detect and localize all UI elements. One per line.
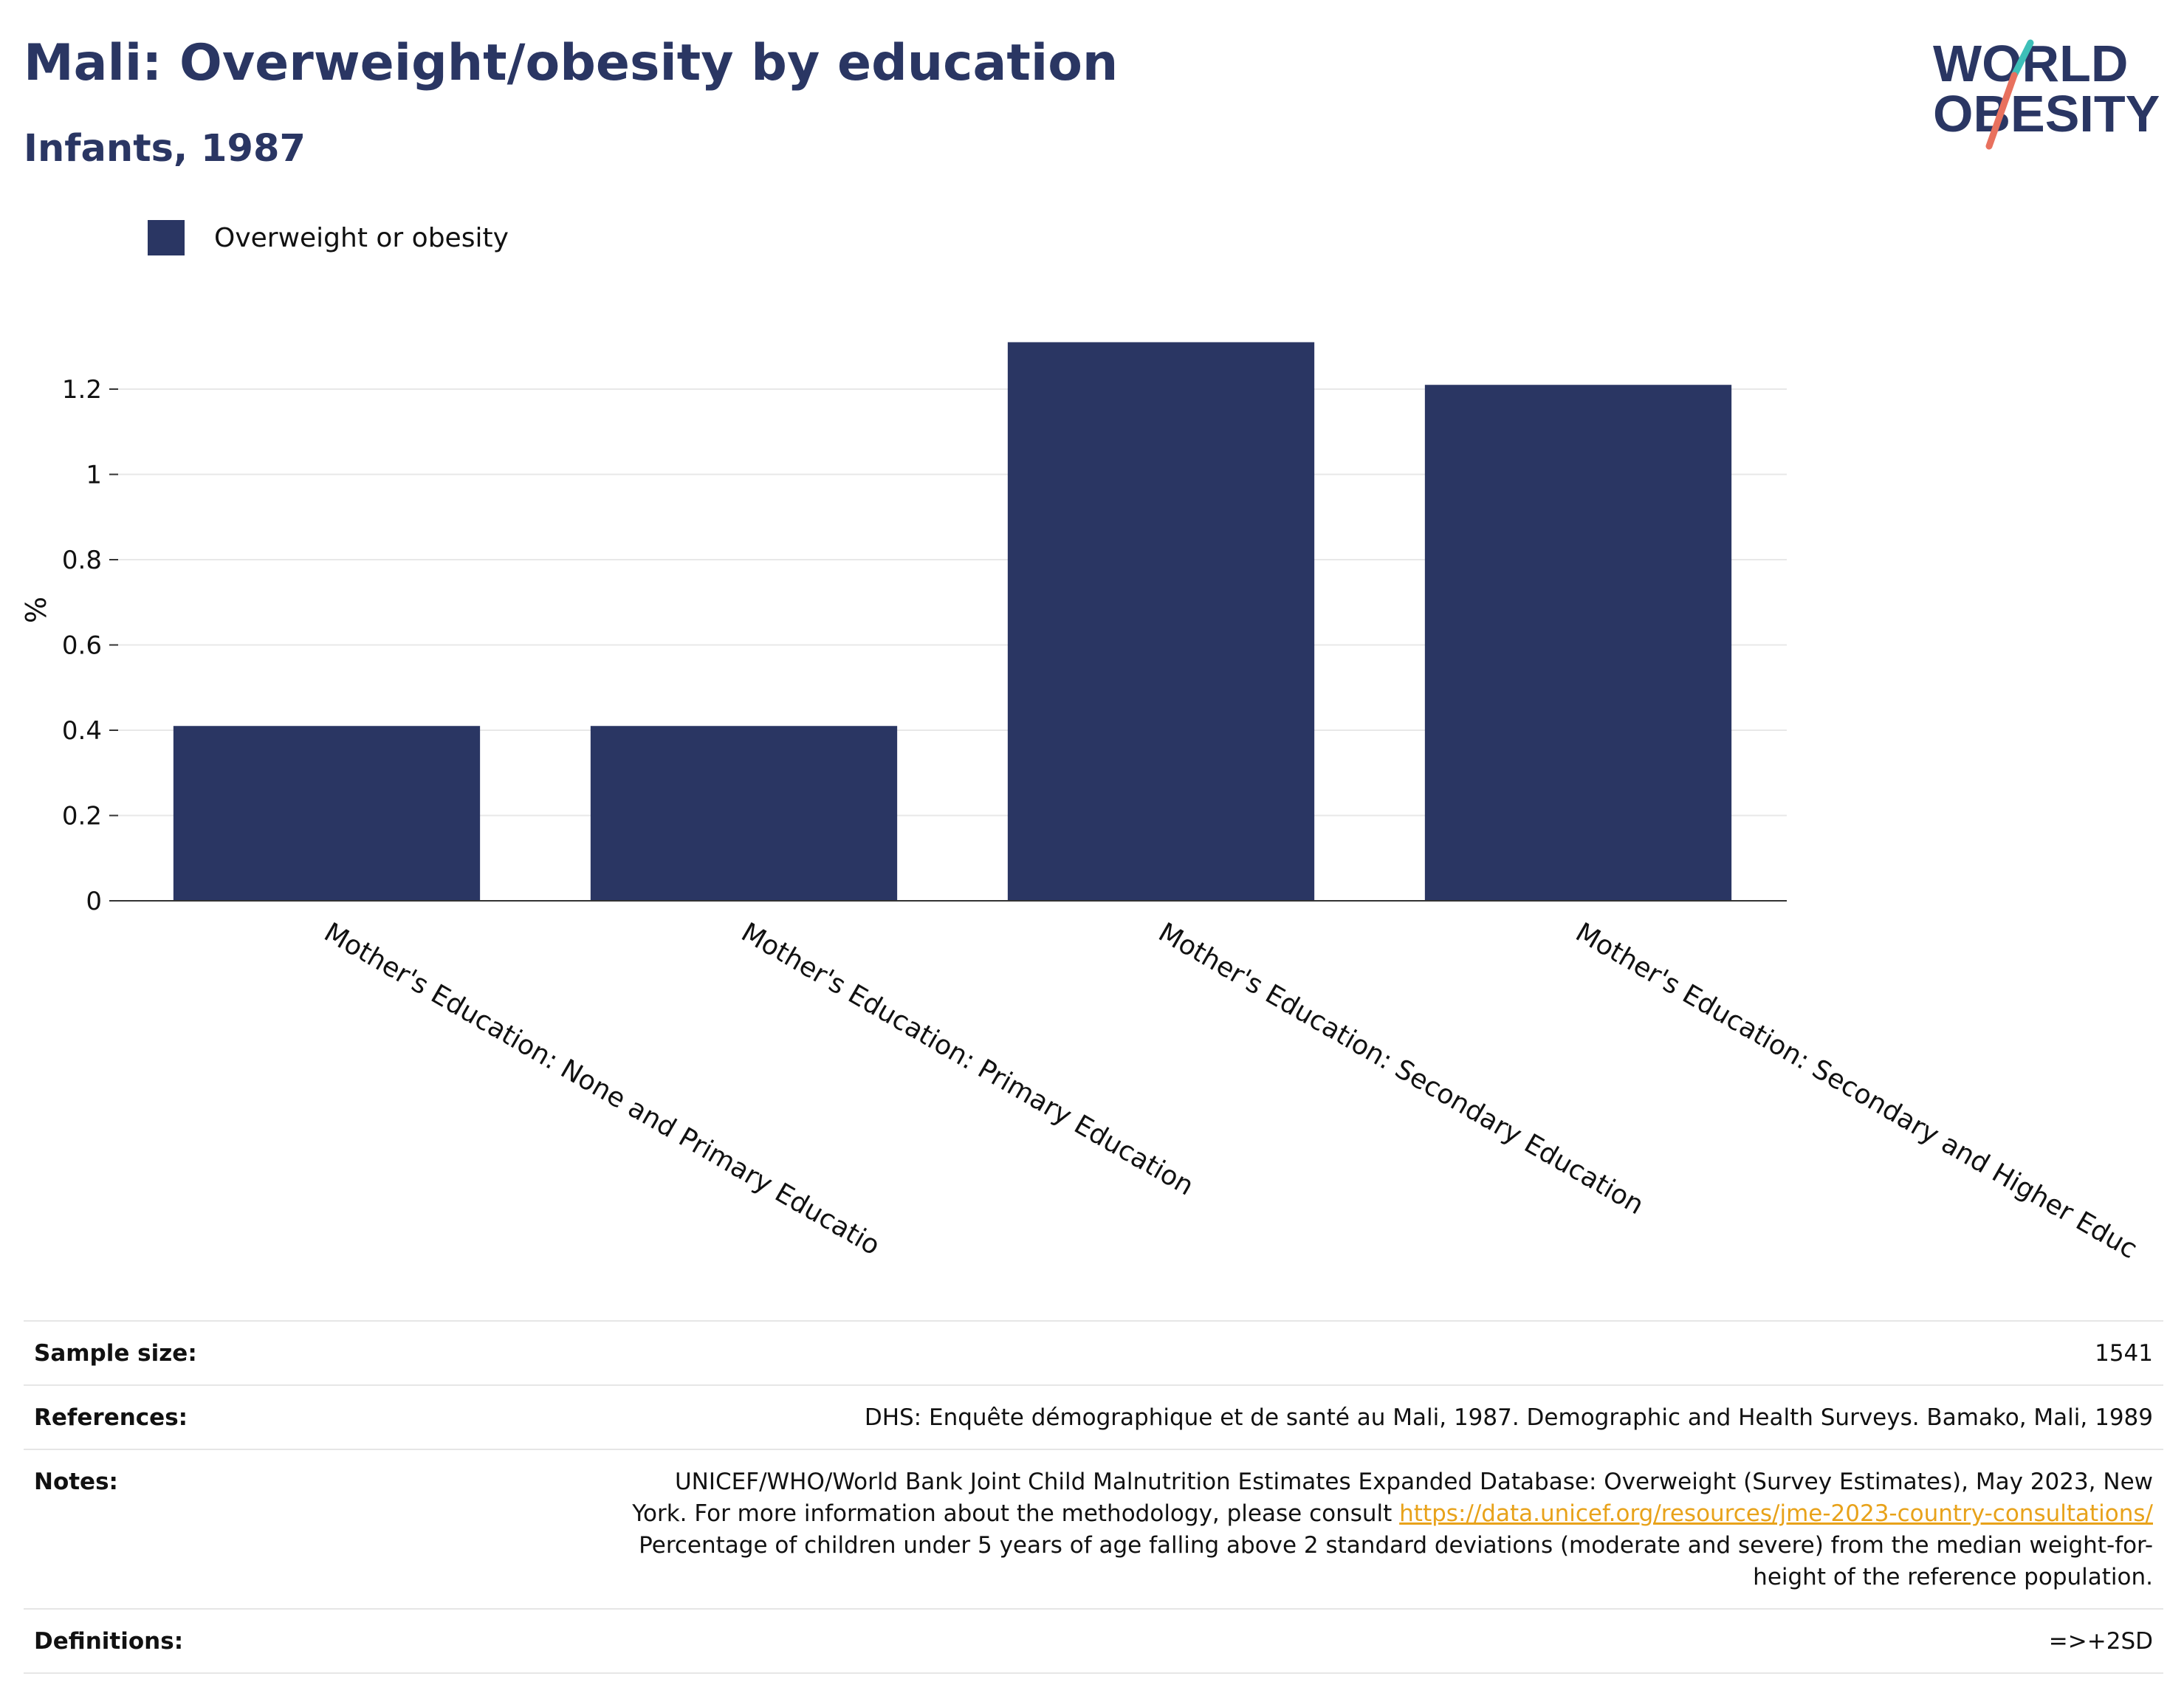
y-axis-label: % bbox=[20, 597, 52, 623]
references-value: DHS: Enquête démographique et de santé a… bbox=[864, 1404, 2153, 1431]
bar bbox=[173, 726, 481, 901]
methodology-link[interactable]: https://data.unicef.org/resources/jme-20… bbox=[1399, 1500, 2153, 1527]
references-label: References: bbox=[34, 1404, 188, 1431]
definitions-label: Definitions: bbox=[34, 1628, 184, 1655]
bar-chart: 00.20.40.60.811.2%Mother's Education: No… bbox=[20, 342, 2142, 1265]
notes-text-2: Percentage of children under 5 years of … bbox=[639, 1532, 2153, 1590]
y-tick-label: 0.2 bbox=[62, 802, 102, 831]
legend-label: Overweight or obesity bbox=[214, 222, 509, 253]
y-tick-label: 0 bbox=[86, 887, 102, 916]
logo-word-obesity: OBESITY bbox=[1933, 85, 2160, 143]
y-tick-label: 1.2 bbox=[62, 375, 102, 405]
y-tick-label: 0.4 bbox=[62, 716, 102, 746]
x-tick-label: Mother's Education: Secondary and Higher… bbox=[1570, 917, 2142, 1265]
notes-value: UNICEF/WHO/World Bank Joint Child Malnut… bbox=[617, 1466, 2153, 1593]
legend: Overweight or obesity bbox=[148, 220, 509, 255]
references-row: References: DHS: Enquête démographique e… bbox=[24, 1386, 2163, 1450]
x-tick-label: Mother's Education: Secondary Education bbox=[1153, 917, 1649, 1220]
logo-slash-coral bbox=[1985, 72, 2018, 150]
world-obesity-logo: WORLD OBESITY bbox=[1933, 35, 2160, 150]
legend-swatch bbox=[148, 220, 185, 255]
definitions-value: =>+2SD bbox=[2048, 1628, 2153, 1655]
notes-text-1: UNICEF/WHO/World Bank Joint Child Malnut… bbox=[632, 1469, 2153, 1527]
sample-size-label: Sample size: bbox=[34, 1340, 197, 1367]
info-table: Sample size: 1541 References: DHS: Enquê… bbox=[24, 1320, 2163, 1674]
bar bbox=[1007, 342, 1315, 902]
y-tick-label: 0.8 bbox=[62, 546, 102, 575]
notes-label: Notes: bbox=[34, 1469, 118, 1495]
bar bbox=[590, 726, 898, 901]
logo-slash-teal bbox=[2010, 39, 2034, 79]
chart-title: Mali: Overweight/obesity by education bbox=[24, 34, 1119, 92]
bar bbox=[1424, 385, 1732, 901]
x-tick-label: Mother's Education: Primary Education bbox=[736, 917, 1198, 1201]
notes-row: Notes: UNICEF/WHO/World Bank Joint Child… bbox=[24, 1450, 2163, 1610]
y-tick-label: 1 bbox=[86, 461, 102, 490]
chart-subtitle: Infants, 1987 bbox=[24, 127, 306, 171]
sample-size-value: 1541 bbox=[2095, 1340, 2153, 1367]
sample-size-row: Sample size: 1541 bbox=[24, 1322, 2163, 1386]
y-tick-label: 0.6 bbox=[62, 631, 102, 661]
definitions-row: Definitions: =>+2SD bbox=[24, 1610, 2163, 1674]
